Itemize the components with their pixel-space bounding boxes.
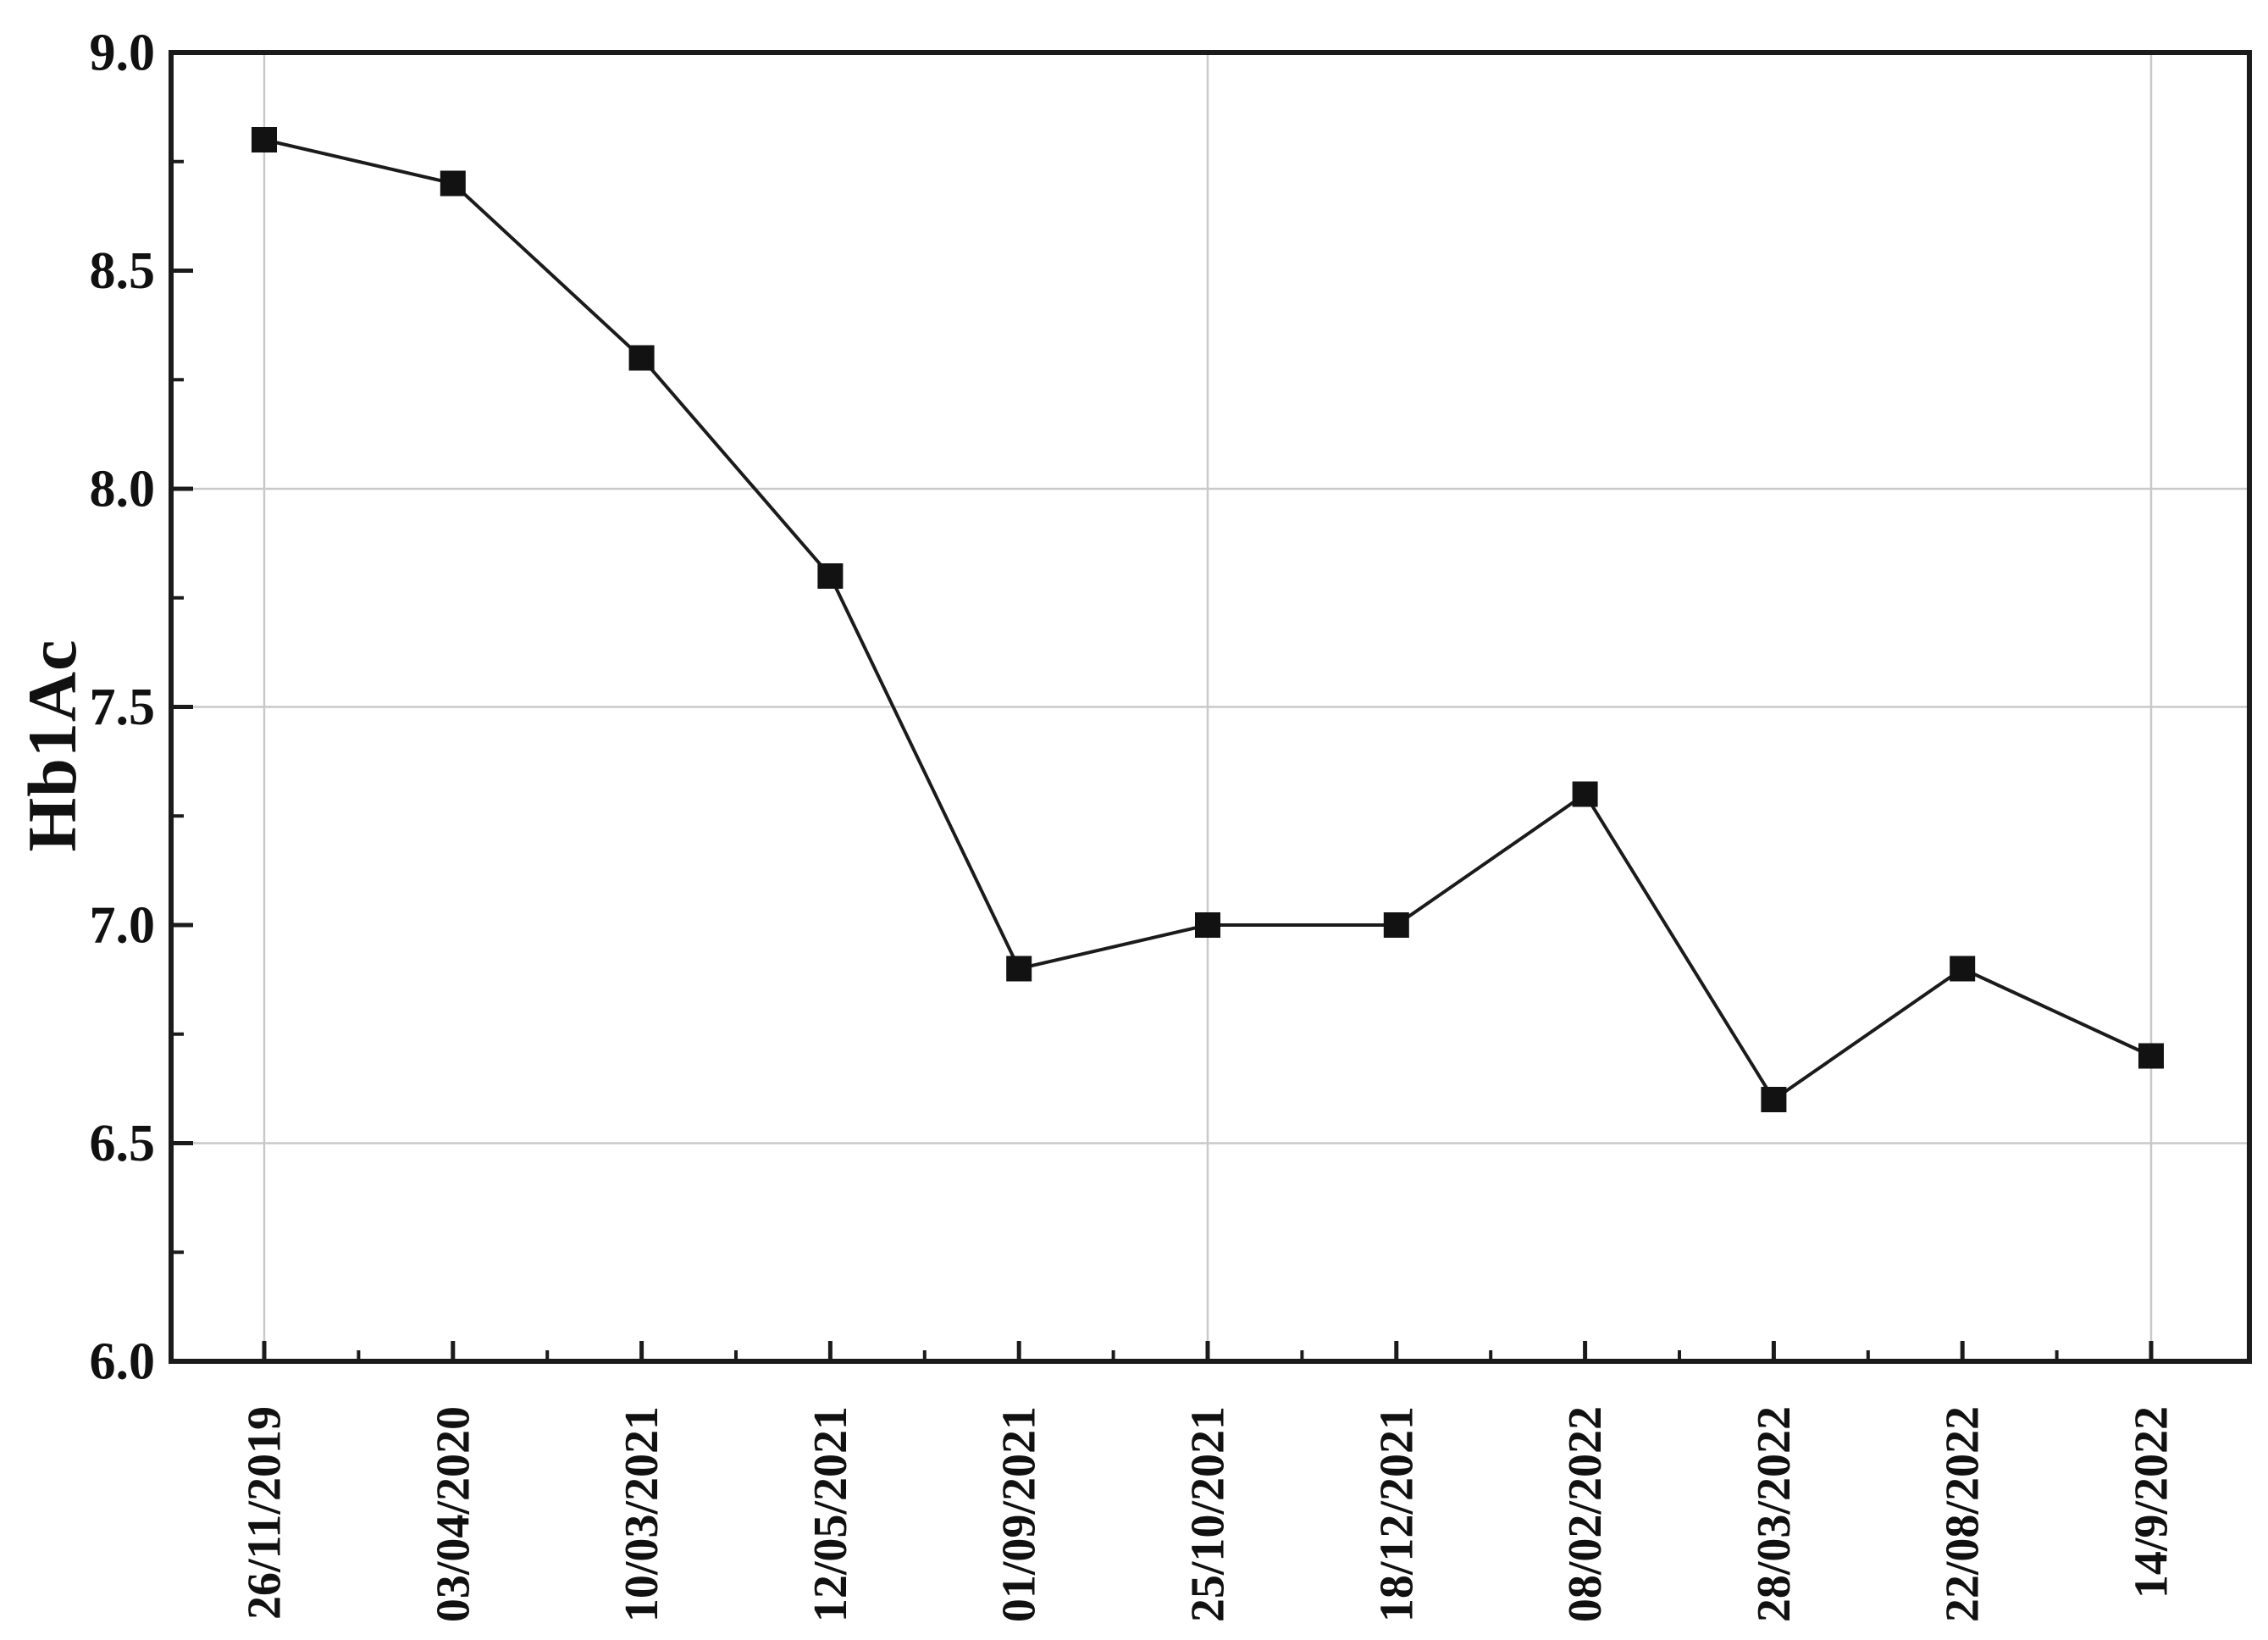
data-series-layer [252, 127, 2164, 1112]
x-tick-label: 18/12/2021 [1370, 1406, 1423, 1622]
y-tick-label: 6.5 [90, 1115, 156, 1172]
y-tick-label: 9.0 [90, 24, 156, 81]
data-point-marker [817, 563, 844, 589]
data-point-marker [1761, 1087, 1787, 1112]
y-tick-label: 7.0 [90, 896, 156, 954]
data-point-marker [1950, 956, 1976, 982]
y-tick-label: 6.0 [90, 1332, 156, 1390]
gridline-layer [171, 53, 2249, 1361]
y-tick-label: 8.5 [90, 242, 156, 300]
x-tick-label: 14/9/2022 [2125, 1406, 2177, 1598]
x-tick-label: 26/11/2019 [238, 1406, 290, 1620]
x-tick-label: 03/04/2020 [427, 1406, 479, 1622]
x-tick-label: 10/03/2021 [616, 1406, 668, 1622]
x-tick-label: 08/02/2022 [1559, 1406, 1612, 1622]
data-point-marker [440, 170, 466, 197]
axis-layer: 9.0 8.5 8.0 7.5 7.0 6.5 6.0 26/11/2019 03/04/202… [90, 24, 2252, 1622]
data-point-marker [1195, 912, 1220, 938]
x-tick-label: 22/08/2022 [1937, 1406, 1989, 1622]
data-point-marker [252, 127, 277, 152]
x-tick-label: 01/09/2021 [993, 1406, 1046, 1622]
x-tick-label: 25/10/2021 [1181, 1406, 1234, 1622]
data-point-marker [1006, 956, 1032, 982]
y-tick-label: 8.0 [90, 460, 156, 518]
data-point-marker [628, 345, 655, 371]
y-tick-label: 7.5 [90, 679, 156, 736]
y-axis-title: Hb1Ac [14, 640, 91, 852]
data-point-marker [2138, 1043, 2164, 1069]
data-point-marker [1383, 912, 1409, 938]
data-point-marker [1572, 781, 1598, 807]
x-tick-label: 28/03/2022 [1748, 1406, 1801, 1622]
x-tick-label: 12/05/2021 [805, 1406, 857, 1622]
